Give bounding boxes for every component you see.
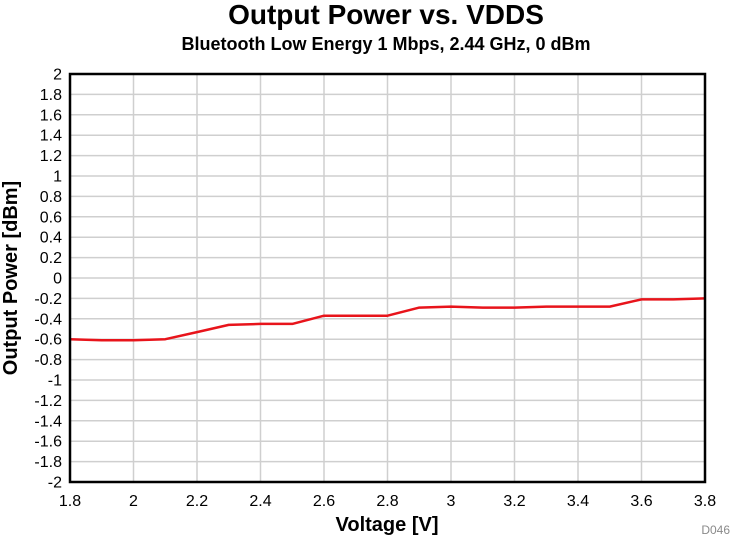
y-tick-label: -2 (48, 475, 62, 492)
y-axis-label: Output Power [dBm] (0, 181, 22, 375)
y-tick-label: 0 (53, 271, 62, 288)
plot-frame (68, 72, 707, 484)
y-tick-label: 0.6 (40, 209, 62, 226)
y-tick-label: 1.8 (40, 87, 62, 104)
y-tick-label: -1.2 (34, 393, 62, 410)
y-tick-label: -1.8 (34, 454, 62, 471)
x-tick-label: 3 (447, 493, 456, 510)
x-tick-label: 2.4 (249, 493, 271, 510)
x-tick-label: 3.4 (567, 493, 589, 510)
x-tick-label: 1.8 (59, 493, 81, 510)
y-tick-label: 0.8 (40, 189, 62, 206)
x-tick-labels: 1.8 2 2.2 2.4 2.6 2.8 3 3.2 3.4 3.6 3.8 (59, 493, 716, 510)
y-tick-label: -0.2 (34, 291, 62, 308)
x-tick-label: 3.2 (503, 493, 525, 510)
x-axis-label: Voltage [V] (336, 514, 439, 535)
chart-title: Output Power vs. VDDS (228, 0, 544, 30)
y-tick-label: 1.4 (40, 128, 62, 145)
y-tick-label: -1 (48, 373, 62, 390)
x-tick-label: 2.6 (313, 493, 335, 510)
y-tick-label: 0.4 (40, 230, 62, 247)
grid-layer (69, 73, 706, 483)
x-tick-label: 2.2 (186, 493, 208, 510)
y-tick-label: 2 (53, 67, 62, 84)
series-line (69, 297, 706, 342)
x-tick-label: 2.8 (376, 493, 398, 510)
y-tick-label: 1.6 (40, 107, 62, 124)
y-tick-label: -0.6 (34, 332, 62, 349)
x-tick-label: 3.8 (694, 493, 716, 510)
y-tick-label: -1.6 (34, 434, 62, 451)
y-tick-label: 1.2 (40, 148, 62, 165)
x-tick-label: 2 (129, 493, 138, 510)
y-tick-label: 0.2 (40, 250, 62, 267)
y-tick-labels: 2 1.8 1.6 1.4 1.2 1 0.8 0.6 0.4 0.2 0 -0.2 -0.4 -0.6 -… (34, 67, 62, 492)
y-tick-label: -0.4 (34, 311, 62, 328)
y-tick-label: -0.8 (34, 352, 62, 369)
x-tick-label: 3.6 (630, 493, 652, 510)
figure-id-footnote: D046 (701, 523, 730, 535)
series-layer (69, 297, 706, 342)
y-tick-label: -1.4 (34, 413, 62, 430)
y-tick-label: 1 (53, 169, 62, 186)
chart-subtitle: Bluetooth Low Energy 1 Mbps, 2.44 GHz, 0… (181, 34, 590, 54)
